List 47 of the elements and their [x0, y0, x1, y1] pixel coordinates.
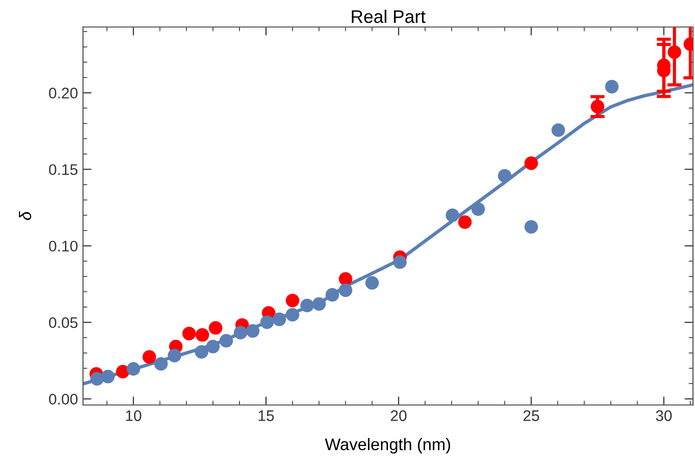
- y-tick-label: 0.10: [49, 240, 78, 252]
- line-series: [83, 83, 693, 386]
- point: [219, 334, 233, 348]
- point: [260, 315, 274, 329]
- point: [182, 326, 196, 340]
- point: [194, 345, 208, 359]
- point: [498, 168, 512, 183]
- point: [471, 202, 485, 216]
- point: [300, 298, 314, 312]
- point: [272, 312, 286, 326]
- point: [338, 272, 352, 286]
- point: [168, 348, 182, 362]
- y-tick-label: 0.20: [49, 88, 78, 98]
- point: [365, 276, 379, 290]
- x-tick-label: 15: [258, 410, 274, 422]
- point: [154, 357, 168, 371]
- point: [552, 123, 566, 137]
- point: [524, 156, 538, 170]
- y-tick-label: 0.05: [49, 317, 78, 328]
- point: [312, 297, 326, 311]
- point: [326, 288, 340, 302]
- point: [286, 294, 300, 308]
- point: [393, 255, 407, 269]
- x-axis-title: Wavelength (nm): [324, 438, 450, 454]
- chart-title: Real Part: [352, 10, 426, 24]
- point: [206, 340, 220, 354]
- point: [208, 321, 222, 335]
- point: [101, 370, 115, 384]
- x-tick-label: 25: [523, 410, 540, 422]
- point: [234, 326, 248, 340]
- y-axis-title: δ: [18, 211, 32, 220]
- point: [246, 324, 260, 338]
- point: [446, 208, 460, 222]
- point: [90, 372, 104, 386]
- x-tick-label: 20: [390, 410, 407, 422]
- point: [286, 308, 300, 322]
- point: [338, 283, 352, 297]
- point: [196, 328, 210, 342]
- point: [524, 220, 538, 234]
- y-tick-label: 0.00: [49, 394, 78, 405]
- x-tick-label: 10: [126, 410, 142, 422]
- point: [142, 350, 156, 364]
- x-tick-label: 30: [656, 410, 672, 422]
- point: [605, 80, 619, 94]
- y-tick-label: 0.15: [49, 164, 78, 176]
- point: [458, 215, 472, 229]
- point: [126, 362, 140, 376]
